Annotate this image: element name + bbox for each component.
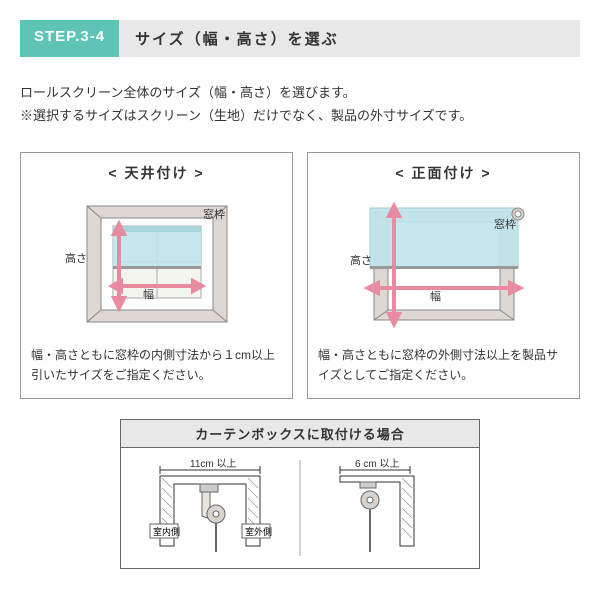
svg-text:6 cm 以上: 6 cm 以上	[355, 458, 399, 470]
svg-text:幅: 幅	[143, 288, 154, 301]
intro-text: ロールスクリーン全体のサイズ（幅・高さ）を選びます。 ※選択するサイズはスクリー…	[20, 81, 580, 128]
intro-line1: ロールスクリーン全体のサイズ（幅・高さ）を選びます。	[20, 81, 580, 104]
panel-ceiling-mount: < 天井付け >	[20, 152, 293, 399]
panel-right-title: < 正面付け >	[318, 163, 569, 183]
step-title: サイズ（幅・高さ）を選ぶ	[119, 20, 580, 57]
bottom-title: カーテンボックスに取付ける場合	[121, 420, 479, 448]
svg-text:窓枠: 窓枠	[494, 217, 516, 231]
svg-text:室外側: 室外側	[245, 526, 272, 537]
svg-text:室内側: 室内側	[153, 526, 180, 537]
panel-front-mount: < 正面付け >	[307, 152, 580, 399]
panel-left-title: < 天井付け >	[31, 163, 282, 183]
panel-right-desc: 幅・高さともに窓枠の外側寸法以上を製品サイズとしてご指定ください。	[318, 345, 569, 386]
svg-text:高さ: 高さ	[65, 251, 87, 265]
svg-text:窓枠: 窓枠	[203, 207, 225, 221]
svg-text:11cm 以上: 11cm 以上	[190, 458, 237, 470]
panel-left-desc: 幅・高さともに窓枠の内側寸法から１cm以上引いたサイズをご指定ください。	[31, 345, 282, 386]
intro-line2: ※選択するサイズはスクリーン（生地）だけでなく、製品の外寸サイズです。	[20, 104, 580, 127]
svg-text:高さ: 高さ	[350, 253, 372, 267]
step-badge: STEP.3-4	[20, 20, 119, 57]
svg-text:幅: 幅	[430, 290, 441, 303]
curtain-box-section: カーテンボックスに取付ける場合 11cm 以上	[120, 419, 480, 569]
bottom-diagram: 11cm 以上 室	[121, 448, 479, 568]
diagram-ceiling: 窓枠 高さ 幅	[31, 189, 282, 339]
diagram-front: 窓枠 高さ 幅	[318, 189, 569, 339]
